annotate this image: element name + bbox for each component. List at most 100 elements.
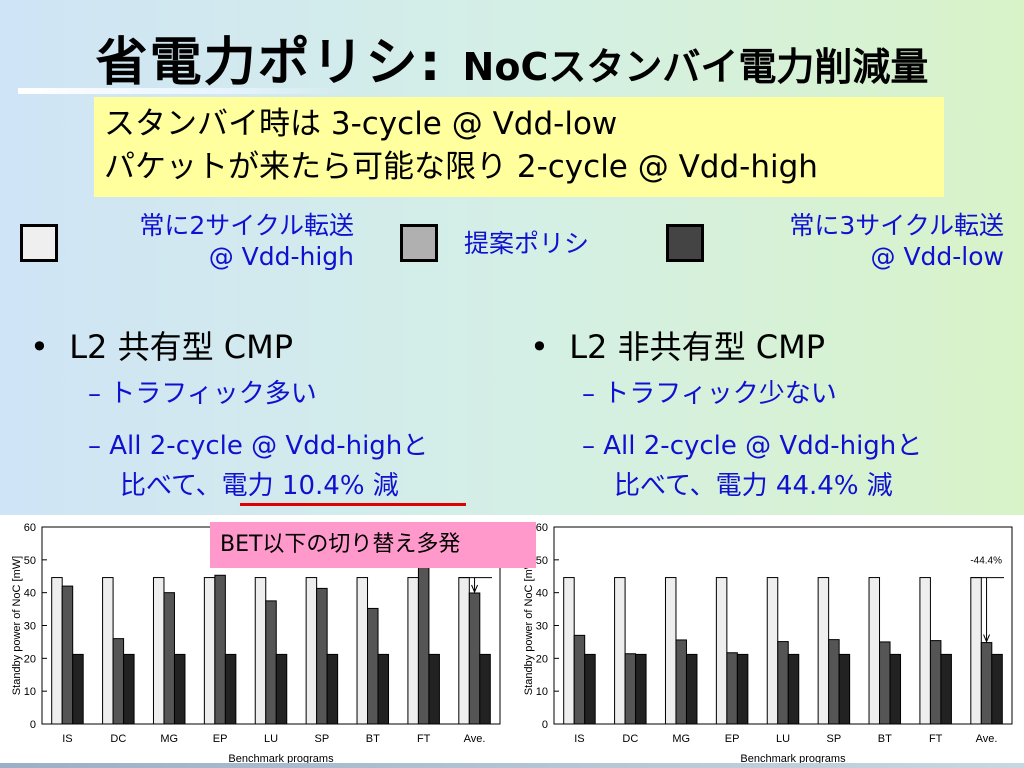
y-tick-label: 30 [536,621,548,633]
title-main: 省電力ポリシ: [95,33,463,93]
bar-SP-series-0 [817,577,830,725]
x-tick-label: FT [417,733,431,745]
bar-MG-series-1 [163,592,175,725]
x-tick-label: Ave. [976,733,998,745]
bar-LU-series-1 [777,641,789,725]
bar-SP-series-1 [316,587,328,725]
bar-IS-series-2 [584,653,596,725]
x-axis-label: Benchmark programs [740,753,846,765]
y-axis-label: Standby power of NoC [mW] [523,556,535,695]
bar-EP-series-0 [715,577,728,725]
reduction-arrow-head [983,634,991,643]
callout-bet: BET以下の切り替え多発 [210,522,536,568]
right-item-1-text: トラフィック少ない [603,379,837,409]
bar-BT-series-2 [377,653,390,725]
reduction-annotation: -44.4% [970,556,1002,567]
title-sub: NoCスタンバイ電力削減量 [462,45,929,89]
bar-EP-series-2 [224,653,237,725]
bar-DC-series-1 [112,638,125,725]
x-tick-label: MG [672,733,690,745]
legend-label-always-2cycle: 常に2サイクル転送 @ Vdd-high [72,210,354,272]
bar-MG-series-0 [152,577,165,725]
y-tick-label: 60 [24,522,36,534]
left-item-2: – All 2-cycle @ Vdd-highと [88,431,429,461]
bar-BT-series-1 [879,641,891,725]
x-tick-label: FT [929,733,943,745]
bar-LU-series-0 [766,577,779,725]
red-underline [240,503,466,506]
bar-BT-series-2 [889,653,902,725]
bar-IS-series-1 [573,634,586,725]
bar-SP-series-2 [326,653,339,725]
y-tick-label: 20 [536,653,548,665]
legend-swatch-always-3cycle [666,224,704,262]
chart-left-svg: 0 10 20 30 40 50 60 Standby power of NoC [mW] Be… [11,522,501,765]
bar-IS-series-0 [563,577,575,725]
bar-DC-series-2 [635,653,647,725]
y-tick-label: 0 [30,719,36,731]
y-tick-label: 0 [542,719,548,731]
legend-label-proposed-line1: 提案ポリシ [464,229,590,258]
x-tick-label: BT [366,733,380,745]
y-tick-label: 40 [24,588,36,600]
x-tick-label: MG [160,733,178,745]
page-title: 省電力ポリシ: NoCスタンバイ電力削減量 [0,20,1024,95]
y-tick-label: 50 [24,555,36,567]
bar-FT-series-2 [428,653,440,725]
bar-Ave.-series-1 [468,592,481,725]
bar-Ave.-series-0 [970,577,982,725]
highlight-box: スタンバイ時は 3-cycle @ Vdd-low パケットが来たら可能な限り … [94,97,944,197]
left-item-1-text: トラフィック多い [109,379,317,409]
legend-label-always-2cycle-line2: @ Vdd-high [208,242,354,271]
x-tick-label: SP [827,733,842,745]
x-tick-label: DC [110,733,126,745]
left-item-2-line2: 比べて、電力 10.4% 減 [120,471,399,501]
y-tick-label: 60 [536,522,548,534]
bar-Ave.-series-2 [479,653,491,725]
y-tick-label: 10 [24,686,36,698]
bar-IS-series-0 [51,577,63,725]
x-tick-label: EP [213,733,228,745]
y-tick-label: 50 [536,555,548,567]
x-tick-label: EP [725,733,740,745]
bar-BT-series-0 [868,577,881,725]
bar-DC-series-0 [102,577,114,725]
chart-right: 0 10 20 30 40 50 60 Standby power of NoC [mW] Be… [512,515,1024,768]
reduction-arrow-head [471,584,479,594]
bar-FT-series-0 [407,577,419,725]
legend-swatch-always-2cycle [20,224,58,262]
x-tick-label: Ave. [464,733,486,745]
bar-MG-series-2 [173,653,186,725]
bar-EP-series-1 [214,574,226,725]
bar-DC-series-1 [624,653,637,725]
legend-label-always-2cycle-line1: 常に2サイクル転送 [139,211,354,240]
bar-SP-series-2 [838,653,851,725]
x-axis-label: Benchmark programs [228,753,334,765]
bar-SP-series-0 [305,577,318,725]
bar-MG-series-1 [675,639,687,725]
right-item-2: – All 2-cycle @ Vdd-highと [582,431,923,461]
legend-label-always-3cycle: 常に3サイクル転送 @ Vdd-low [716,210,1004,272]
highlight-line-1: スタンバイ時は 3-cycle @ Vdd-low [104,106,618,142]
y-axis-label: Standby power of NoC [mW] [11,556,23,695]
legend-label-always-3cycle-line1: 常に3サイクル転送 [789,211,1004,240]
bottom-bar [0,763,1024,768]
bar-IS-series-1 [61,585,74,725]
bar-LU-series-1 [265,600,277,725]
bar-BT-series-0 [356,577,369,725]
bar-BT-series-1 [367,607,379,725]
title-rule [18,88,348,94]
bar-DC-series-2 [123,653,135,725]
legend-label-always-3cycle-line2: @ Vdd-low [870,242,1005,271]
right-item-2-line1: All 2-cycle @ Vdd-highと [603,431,923,461]
bar-LU-series-0 [254,577,267,725]
legend-swatch-proposed [400,224,438,262]
bar-EP-series-0 [203,577,216,725]
bar-EP-series-1 [726,652,738,725]
y-tick-label: 20 [24,653,36,665]
bar-SP-series-1 [828,639,840,725]
y-tick-label: 10 [536,686,548,698]
bar-FT-series-1 [417,562,430,725]
x-tick-label: DC [622,733,638,745]
bar-Ave.-series-2 [991,653,1003,725]
